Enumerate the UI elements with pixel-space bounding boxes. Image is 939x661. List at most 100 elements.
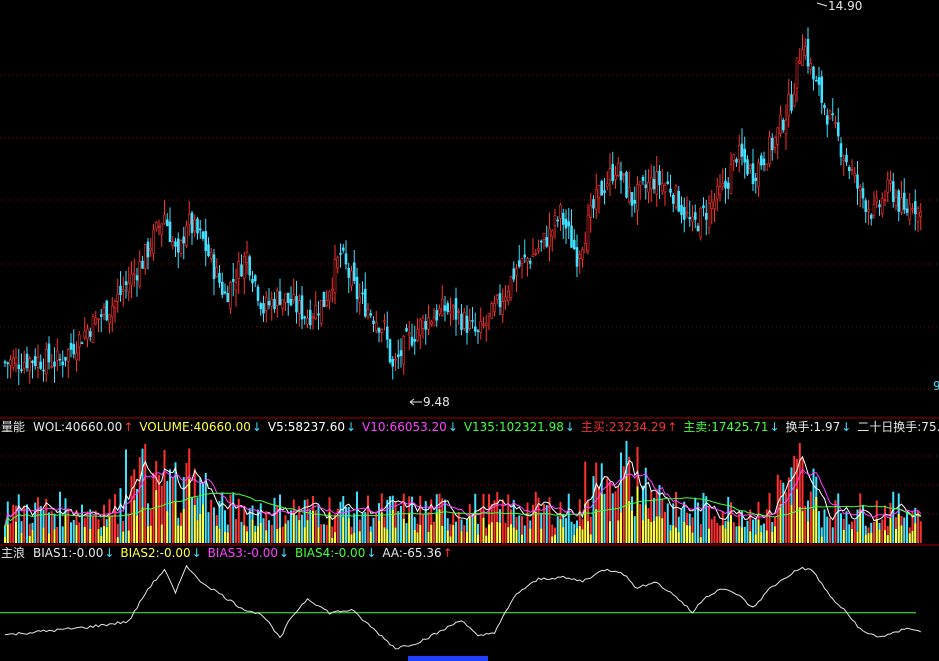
volume-bars [4,440,922,543]
candle-body [402,336,406,365]
main-sell-bar [864,534,867,543]
main-sell-bar [449,536,452,543]
candle-body [908,203,912,220]
candle-body [25,353,29,369]
right-edge-price-label: 9 [933,379,939,393]
candle-body [803,46,807,56]
volume-bar [911,511,914,543]
main-sell-bar [226,532,229,543]
candle-body [328,291,331,302]
volume-bar [276,505,279,543]
main-sell-bar [790,504,793,543]
candle-body [138,261,142,287]
volume-bar [26,504,28,543]
volume-bar [449,524,452,543]
volume-bar [782,482,785,543]
main-sell-bar [815,497,818,543]
volume-bar [840,513,842,543]
main-sell-bar [317,527,320,543]
main-sell-bar [529,528,532,543]
main-sell-bar [757,519,760,543]
main-sell-bar [331,537,334,543]
main-sell-bar [430,524,433,543]
candle-body [377,327,381,333]
main-sell-bar [460,531,463,543]
volume-bar [281,526,284,543]
candle-body [715,185,719,200]
main-sell-bar [842,529,845,543]
candle-body [556,219,560,222]
volume-bar [270,524,273,543]
candle-body [889,180,892,184]
volume-bar [886,526,889,543]
candle-body [171,241,175,246]
candle-body [275,290,279,306]
candle-body [526,258,529,263]
volume-bar [317,506,320,543]
candle-body [6,362,10,365]
main-sell-bar [48,533,50,543]
volume-bar [573,524,576,543]
main-sell-bar [452,525,455,543]
volume-bar [257,509,259,543]
volume-bar [471,513,474,543]
main-sell-bar [350,534,353,543]
volume-bar [301,514,303,543]
main-sell-bar [724,528,727,543]
main-sell-bar [284,523,287,543]
main-sell-bar [251,519,254,543]
candle-body [229,281,232,309]
volume-bar [89,509,92,543]
candle-body [693,212,697,220]
volume-bar [433,521,435,543]
candle-body [201,231,205,239]
volume-bar [526,502,529,543]
volume-bar [92,516,94,543]
candle-body [363,288,367,317]
candle-body [220,281,224,295]
volume-bar [243,505,246,543]
main-sell-bar [562,527,565,543]
candle-body [121,289,125,292]
volume-bar [72,519,75,543]
main-sell-bar [578,526,581,543]
candle-body [53,361,56,367]
volume-bar [389,496,391,543]
volume-bar [620,452,622,543]
candle-body [22,361,26,370]
candle-body [248,256,252,276]
candle-body [691,216,694,223]
main-sell-bar [647,518,650,543]
main-sell-bar [306,520,309,543]
main-sell-bar [812,509,815,543]
candle-body [688,216,692,220]
candle-body [350,270,353,287]
volume-bar [677,516,680,543]
candle-body [58,358,62,361]
volume-bar [42,509,45,543]
main-sell-bar [141,507,144,543]
volume-bar [694,497,697,543]
candle-body [872,204,876,216]
volume-bar [834,500,837,543]
volume-moving-averages [4,455,922,529]
volume-bar [364,512,367,543]
volume-bar [78,522,81,543]
main-sell-bar [342,517,345,543]
main-sell-bar [911,530,914,543]
main-sell-bar [105,527,108,543]
volume-bar [460,519,463,543]
volume-bar [831,527,834,543]
volume-bar [776,474,779,543]
main-sell-bar [75,525,78,543]
candle-body [685,212,689,215]
candle-body [391,358,395,367]
candle-body [330,289,334,292]
price-candles [3,27,923,386]
candle-body [116,293,120,302]
candle-body [831,113,835,116]
volume-bar [567,493,570,543]
candle-body [319,300,323,324]
volume-bar [45,498,48,543]
candle-body [644,184,648,188]
